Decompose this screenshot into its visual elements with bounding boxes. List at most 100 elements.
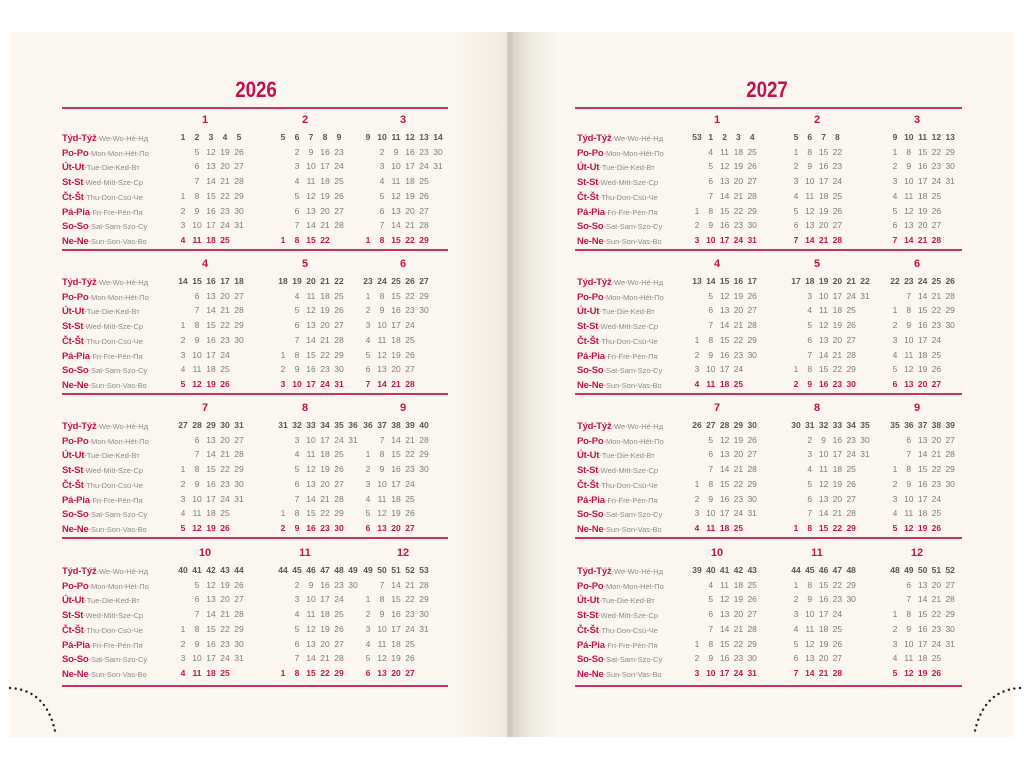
date: 20: [818, 220, 829, 231]
day-label-short: St-St: [577, 465, 599, 477]
date: 28: [419, 434, 429, 445]
day-label-translations: -Sat-Sam-Szo-Cy: [603, 366, 663, 376]
date: 15: [917, 305, 928, 316]
date: 9: [308, 579, 314, 590]
sunday-date: 12: [904, 522, 914, 533]
date: 2: [180, 334, 186, 345]
date: 16: [917, 623, 928, 634]
day-label: So-So-Sat-Sam-Szo-Cy: [577, 507, 662, 521]
date: 20: [733, 305, 744, 316]
sunday-date: 6: [892, 378, 898, 389]
date: 14: [818, 349, 829, 360]
date: 4: [365, 638, 371, 649]
date: 9: [708, 220, 714, 231]
week-number: 36: [348, 420, 358, 430]
day-label-translations: -Mon-Mon-Hét-По: [88, 581, 149, 591]
day-label-translations: -We-Wo-Hé-Нд: [611, 278, 664, 287]
day-label-short: Po-Po: [577, 291, 604, 303]
day-label-short: Ne-Ne: [62, 379, 89, 391]
week-number: 6: [294, 132, 300, 142]
date: 28: [334, 220, 344, 231]
date: 19: [733, 290, 744, 301]
week-number: 35: [890, 420, 900, 430]
date: 14: [391, 220, 401, 231]
week-number: 32: [292, 420, 302, 430]
divider-line: [575, 537, 962, 539]
day-label: So-So-Sat-Sam-Szo-Cy: [577, 652, 662, 666]
date: 29: [334, 508, 344, 519]
date: 13: [206, 161, 216, 172]
date: 6: [194, 594, 200, 605]
week-number: 22: [334, 276, 344, 286]
date: 8: [379, 449, 385, 460]
date: 5: [708, 161, 714, 172]
date: 13: [719, 176, 730, 187]
date: 10: [818, 449, 829, 460]
week-number: 15: [719, 276, 730, 286]
week-number: 7: [821, 132, 826, 142]
sunday-date: 19: [206, 522, 216, 533]
date: 18: [405, 176, 415, 187]
date: 26: [334, 623, 344, 634]
day-label-translations: -Fri-Fre-Pén-Пя: [89, 640, 143, 650]
day-label-translations: -Thu-Don-Csü-Че: [598, 336, 658, 346]
date: 30: [348, 579, 358, 590]
date: 31: [433, 161, 443, 172]
day-label-translations: -Tue-Die-Ked-Вт: [84, 451, 140, 461]
date: 7: [906, 449, 912, 460]
day-label-short: Pá-Pia: [577, 639, 605, 651]
date: 22: [931, 305, 942, 316]
date: 16: [206, 334, 216, 345]
date: 7: [807, 349, 813, 360]
date: 17: [818, 176, 829, 187]
date: 2: [294, 146, 300, 157]
day-label-short: Pá-Pia: [62, 494, 90, 506]
date: 22: [320, 508, 330, 519]
date: 12: [206, 579, 216, 590]
sunday-date: 5: [180, 522, 186, 533]
week-number: 11: [918, 132, 928, 142]
date: 27: [945, 579, 955, 590]
date: 7: [294, 220, 300, 231]
week-number: 52: [405, 565, 415, 575]
date: 7: [708, 464, 714, 475]
date: 30: [747, 653, 757, 664]
day-label-translations: -Sat-Sam-Szo-Cy: [603, 510, 663, 520]
week-number: 2: [722, 132, 727, 142]
date: 4: [708, 146, 714, 157]
week-number: 5: [236, 132, 242, 142]
date: 1: [365, 449, 371, 460]
date: 26: [747, 290, 757, 301]
date: 4: [793, 623, 799, 634]
date: 12: [719, 594, 730, 605]
date: 24: [220, 220, 230, 231]
date: 8: [194, 623, 200, 634]
date: 19: [405, 190, 415, 201]
date: 4: [793, 190, 799, 201]
date: 5: [892, 205, 898, 216]
date: 15: [391, 594, 401, 605]
day-label-short: So-So: [577, 509, 604, 521]
date: 29: [747, 638, 757, 649]
date: 14: [306, 220, 316, 231]
book-gutter: [507, 32, 513, 737]
month-number: 10: [198, 547, 212, 559]
date: 13: [719, 609, 730, 620]
day-label-short: So-So: [577, 654, 604, 666]
date: 22: [220, 464, 230, 475]
date: 21: [220, 609, 230, 620]
month-number: 11: [811, 547, 823, 559]
date: 25: [220, 508, 230, 519]
date: 25: [334, 176, 344, 187]
day-label-translations: -Sun-Son-Vas-Bo: [88, 524, 147, 534]
week-number: 17: [791, 276, 801, 286]
date: 22: [931, 464, 942, 475]
date: 20: [917, 220, 928, 231]
date: 5: [708, 290, 714, 301]
week-number: 17: [747, 276, 757, 286]
date: 6: [807, 334, 813, 345]
week-number: 12: [931, 132, 942, 142]
sunday-date: 25: [220, 667, 230, 678]
date: 28: [846, 349, 856, 360]
date: 29: [419, 290, 429, 301]
